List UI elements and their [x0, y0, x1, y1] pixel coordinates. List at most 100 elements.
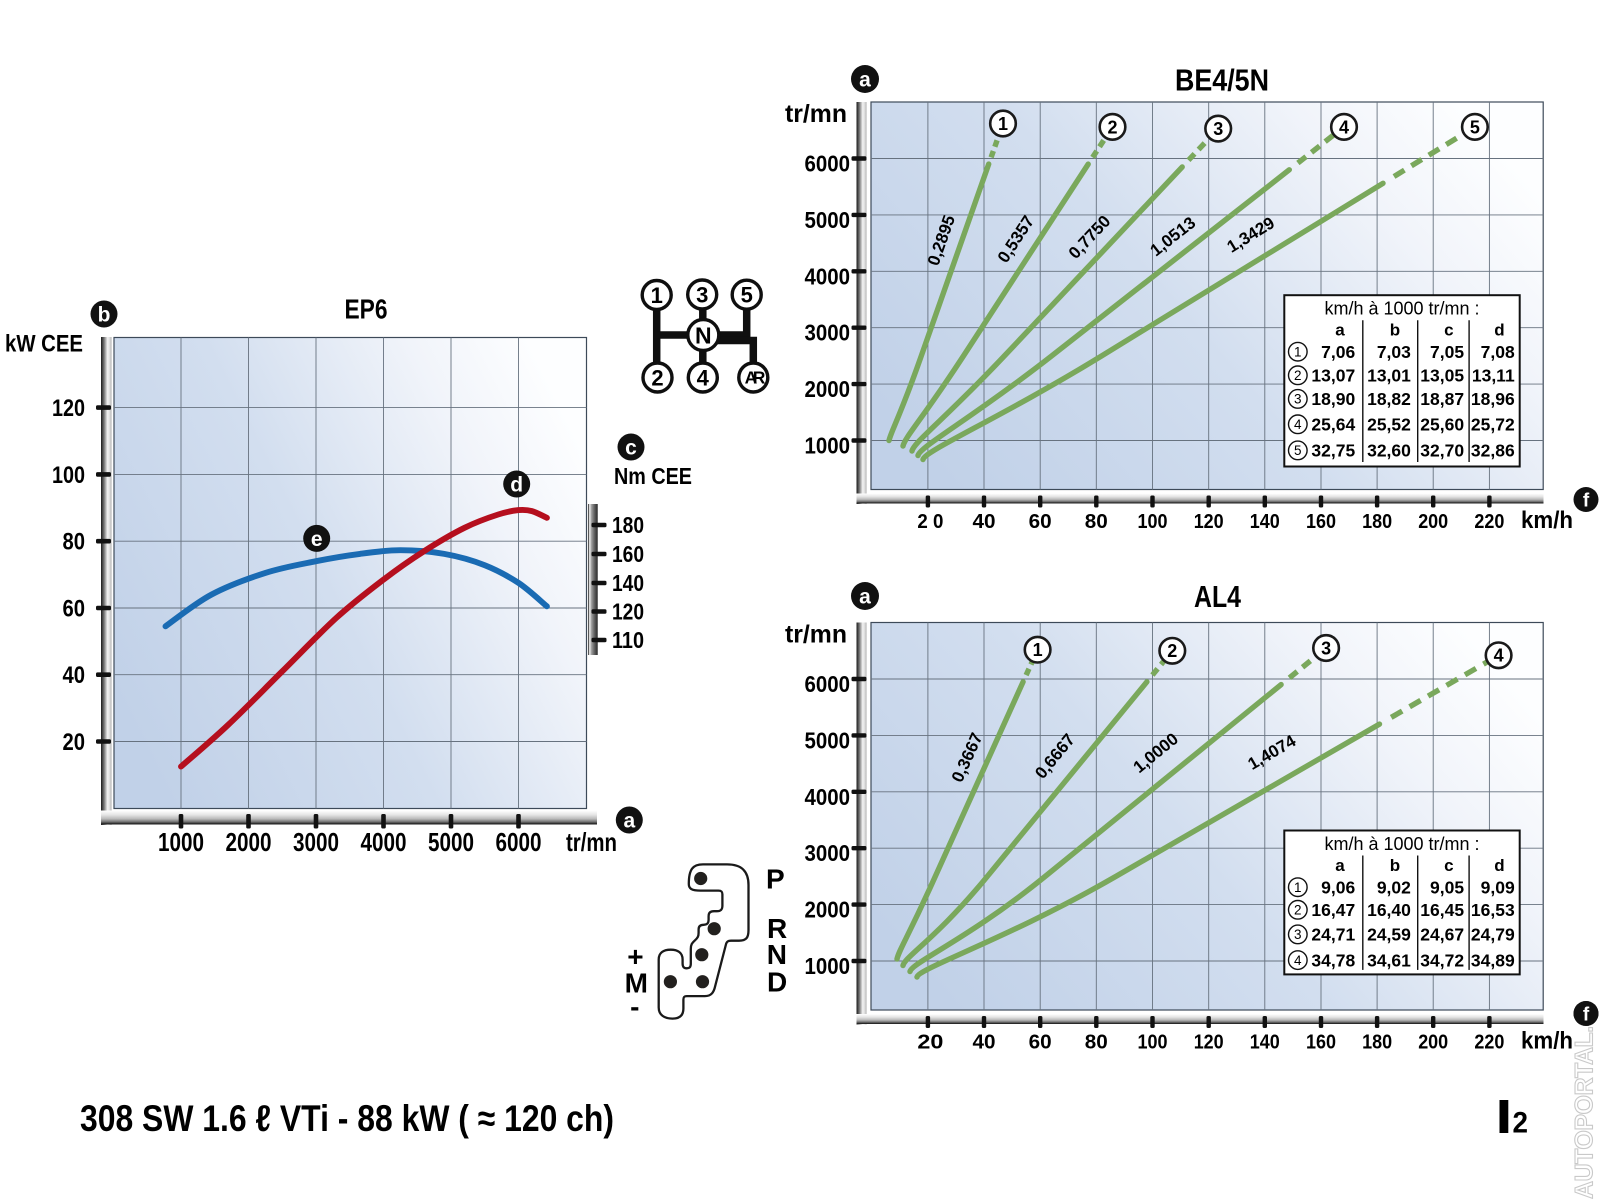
- svg-text:110: 110: [612, 627, 644, 653]
- svg-text:a: a: [1335, 321, 1345, 340]
- svg-text:c: c: [625, 437, 637, 460]
- svg-text:c: c: [1444, 856, 1453, 875]
- svg-text:100: 100: [1138, 1032, 1168, 1054]
- svg-text:2: 2: [651, 365, 663, 390]
- svg-text:Nm CEE: Nm CEE: [614, 463, 692, 489]
- svg-text:f: f: [1583, 1004, 1590, 1025]
- svg-text:4: 4: [1494, 646, 1504, 666]
- svg-text:1000: 1000: [805, 433, 851, 459]
- svg-text:200: 200: [1418, 511, 1448, 533]
- svg-text:N: N: [695, 322, 712, 348]
- svg-text:4000: 4000: [361, 827, 407, 857]
- svg-text:1000: 1000: [805, 953, 851, 979]
- svg-text:5: 5: [1470, 117, 1480, 137]
- svg-text:4: 4: [1339, 117, 1349, 137]
- svg-text:24,79: 24,79: [1471, 925, 1515, 945]
- svg-text:60: 60: [1029, 511, 1052, 533]
- svg-text:16,45: 16,45: [1420, 900, 1464, 920]
- svg-text:1: 1: [1294, 880, 1302, 895]
- svg-text:-: -: [630, 991, 639, 1022]
- svg-text:a: a: [1335, 856, 1345, 875]
- svg-text:2 0: 2 0: [917, 511, 943, 533]
- svg-text:M: M: [625, 968, 648, 999]
- svg-text:120: 120: [1194, 1032, 1224, 1054]
- svg-text:18,96: 18,96: [1471, 389, 1515, 409]
- svg-text:140: 140: [1250, 511, 1280, 533]
- svg-text:d: d: [1494, 856, 1504, 875]
- svg-text:16,53: 16,53: [1471, 900, 1515, 920]
- svg-text:2000: 2000: [226, 827, 272, 857]
- svg-text:2: 2: [1294, 368, 1302, 383]
- svg-text:km/h à 1000 tr/mn :: km/h à 1000 tr/mn :: [1324, 834, 1479, 854]
- svg-text:13,11: 13,11: [1472, 366, 1515, 386]
- svg-text:160: 160: [612, 541, 644, 567]
- svg-text:180: 180: [1362, 1032, 1392, 1054]
- svg-text:b: b: [1390, 321, 1400, 340]
- svg-text:3: 3: [1294, 392, 1302, 407]
- svg-text:5000: 5000: [805, 207, 851, 233]
- svg-text:200: 200: [1418, 1032, 1448, 1054]
- svg-text:308 SW 1.6 ℓ VTi - 88 kW ( ≈ 1: 308 SW 1.6 ℓ VTi - 88 kW ( ≈ 120 ch): [80, 1098, 614, 1139]
- svg-text:1: 1: [651, 283, 663, 308]
- svg-text:c: c: [1444, 321, 1453, 340]
- svg-text:80: 80: [63, 529, 86, 556]
- svg-text:3: 3: [1321, 638, 1331, 658]
- svg-text:e: e: [311, 528, 323, 551]
- svg-text:5: 5: [741, 283, 753, 308]
- svg-text:P: P: [766, 864, 785, 895]
- svg-text:140: 140: [612, 570, 644, 596]
- svg-text:EP6: EP6: [345, 294, 388, 325]
- svg-text:7,03: 7,03: [1377, 342, 1411, 362]
- svg-text:tr/mn: tr/mn: [566, 827, 617, 857]
- svg-text:km/h: km/h: [1521, 1028, 1573, 1055]
- svg-text:60: 60: [63, 596, 86, 623]
- svg-text:+: +: [627, 941, 643, 972]
- svg-text:160: 160: [1306, 1032, 1336, 1054]
- svg-text:3000: 3000: [805, 320, 851, 346]
- svg-text:3: 3: [1294, 927, 1302, 942]
- svg-text:1: 1: [998, 114, 1008, 134]
- svg-text:5000: 5000: [428, 827, 474, 857]
- svg-text:a: a: [859, 69, 871, 92]
- svg-text:1000: 1000: [158, 827, 204, 857]
- svg-text:16,47: 16,47: [1311, 900, 1355, 920]
- svg-text:4: 4: [1294, 953, 1302, 968]
- svg-text:b: b: [98, 304, 111, 327]
- svg-text:tr/mn: tr/mn: [785, 621, 847, 649]
- svg-text:4000: 4000: [805, 784, 851, 810]
- svg-text:25,72: 25,72: [1471, 415, 1515, 435]
- svg-text:120: 120: [612, 599, 644, 625]
- svg-text:5000: 5000: [805, 727, 851, 753]
- svg-text:34,89: 34,89: [1471, 950, 1515, 970]
- svg-text:7,06: 7,06: [1321, 342, 1355, 362]
- svg-text:kW CEE: kW CEE: [5, 331, 83, 358]
- svg-text:18,87: 18,87: [1420, 389, 1464, 409]
- svg-text:6000: 6000: [805, 671, 851, 697]
- svg-text:km/h à 1000 tr/mn :: km/h à 1000 tr/mn :: [1324, 299, 1479, 319]
- svg-text:32,86: 32,86: [1471, 441, 1515, 461]
- svg-text:3: 3: [1213, 119, 1223, 139]
- svg-text:2000: 2000: [805, 376, 851, 402]
- svg-text:32,70: 32,70: [1420, 441, 1464, 461]
- svg-text:40: 40: [973, 1032, 996, 1054]
- svg-text:6000: 6000: [805, 151, 851, 177]
- svg-text:5: 5: [1294, 443, 1302, 458]
- svg-text:20: 20: [917, 1032, 943, 1054]
- svg-text:D: D: [767, 967, 787, 998]
- svg-text:9,02: 9,02: [1377, 877, 1411, 897]
- svg-text:18,82: 18,82: [1367, 389, 1411, 409]
- svg-text:1: 1: [1294, 345, 1302, 360]
- svg-text:220: 220: [1474, 1032, 1504, 1054]
- svg-text:2: 2: [1513, 1107, 1529, 1140]
- svg-text:2: 2: [1167, 641, 1177, 661]
- svg-text:9,09: 9,09: [1481, 877, 1515, 897]
- svg-text:13,07: 13,07: [1311, 366, 1355, 386]
- svg-text:24,71: 24,71: [1311, 925, 1355, 945]
- svg-text:a: a: [859, 586, 871, 609]
- svg-text:25,60: 25,60: [1420, 415, 1464, 435]
- svg-text:7,05: 7,05: [1430, 342, 1464, 362]
- svg-text:140: 140: [1250, 1032, 1280, 1054]
- svg-text:20: 20: [63, 729, 86, 756]
- svg-text:120: 120: [52, 395, 85, 422]
- svg-text:34,78: 34,78: [1311, 950, 1355, 970]
